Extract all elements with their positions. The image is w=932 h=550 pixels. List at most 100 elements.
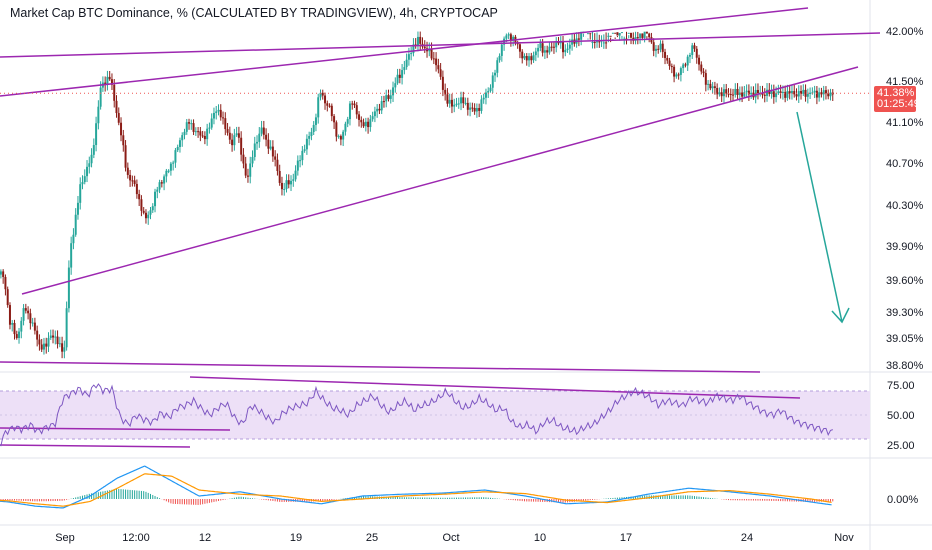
candle-body	[312, 124, 315, 132]
candle-body	[6, 289, 9, 306]
candle-body	[528, 56, 531, 61]
candle-body	[732, 94, 735, 96]
candle-body	[129, 174, 132, 181]
candle-body	[344, 123, 347, 132]
candle-body	[407, 54, 410, 60]
candle-body	[546, 50, 549, 53]
candle-body	[412, 44, 415, 54]
candle-body	[83, 176, 86, 183]
candle-body	[618, 32, 621, 36]
time-tick-label: 17	[620, 532, 632, 544]
candle-body	[469, 107, 472, 110]
rsi-trendline-bottom	[0, 444, 191, 448]
candle-body	[305, 138, 308, 150]
candle-body	[151, 206, 154, 211]
time-tick-label: 12	[199, 532, 211, 544]
candle-body	[65, 308, 68, 348]
rsi-trendline-lower	[0, 427, 231, 431]
candle-body	[237, 133, 240, 138]
candle-body	[219, 109, 222, 118]
candle-body	[303, 149, 306, 151]
candle-body	[392, 87, 395, 96]
candle-body	[140, 199, 143, 211]
price-tick-label: 39.30%	[886, 307, 924, 319]
candle-body	[18, 331, 21, 339]
candle-body	[63, 347, 66, 352]
candle-body	[138, 194, 141, 200]
candle-body	[265, 134, 268, 140]
candle-body	[444, 89, 447, 95]
time-tick-label: 24	[741, 532, 753, 544]
candle-body	[278, 171, 281, 183]
candle-body	[61, 343, 64, 352]
candle-body	[824, 90, 827, 94]
candle-body	[382, 101, 385, 103]
candle-body	[648, 33, 651, 38]
candle-body	[455, 103, 458, 105]
candle-body	[518, 44, 521, 52]
time-tick-label: 19	[290, 532, 302, 544]
time-tick-label: 12:00	[122, 532, 150, 544]
candle-body	[711, 86, 714, 89]
candle-body	[226, 129, 229, 133]
candle-body	[614, 32, 617, 34]
candle-body	[677, 74, 680, 76]
candle-body	[385, 95, 388, 102]
candle-body	[491, 75, 494, 88]
candle-body	[188, 122, 191, 124]
macd-line	[0, 465, 832, 509]
candle-body	[210, 118, 213, 128]
candle-body	[688, 55, 691, 57]
projection-arrow-head	[831, 307, 850, 324]
candle-body	[147, 214, 150, 219]
candle-body	[439, 69, 442, 77]
candle-body	[405, 59, 408, 68]
candle-body	[31, 322, 34, 324]
candle-body	[262, 127, 265, 135]
candle-body	[330, 105, 333, 117]
candle-body	[326, 103, 329, 106]
candle-body	[541, 43, 544, 53]
candle-body	[636, 37, 639, 39]
candle-body	[428, 48, 431, 52]
candle-body	[199, 131, 202, 136]
candle-body	[695, 48, 698, 58]
candle-body	[707, 83, 710, 85]
candle-body	[550, 46, 553, 48]
candle-body	[380, 101, 383, 111]
candle-body	[630, 32, 633, 38]
candle-body	[106, 76, 109, 85]
candle-body	[97, 106, 100, 124]
candle-body	[818, 92, 821, 98]
candle-body	[827, 93, 830, 97]
candle-body	[233, 135, 236, 146]
candle-body	[419, 36, 422, 44]
candle-body	[124, 145, 127, 168]
trendline-upper-channel	[0, 7, 809, 97]
candle-body	[471, 107, 474, 109]
candle-body	[797, 91, 800, 97]
candle-body	[793, 91, 796, 95]
candle-body	[530, 56, 533, 61]
candle-body	[88, 163, 91, 167]
candle-body	[369, 119, 372, 128]
candle-body	[598, 41, 601, 43]
candle-body	[38, 339, 41, 345]
candle-body	[328, 105, 331, 107]
candle-body	[310, 131, 313, 137]
candle-body	[754, 89, 757, 98]
candle-body	[321, 92, 324, 96]
candle-body	[829, 92, 832, 97]
candle-body	[654, 48, 657, 51]
candle-body	[346, 119, 349, 124]
candle-body	[163, 176, 166, 184]
candle-body	[480, 99, 483, 111]
candle-body	[74, 214, 77, 235]
time-tick-label: Sep	[55, 532, 75, 544]
candle-body	[537, 47, 540, 52]
candle-body	[725, 89, 728, 94]
trendline-lower-channel	[21, 66, 859, 295]
candle-body	[144, 212, 147, 219]
candle-body	[743, 92, 746, 97]
trendline-support	[0, 361, 761, 373]
